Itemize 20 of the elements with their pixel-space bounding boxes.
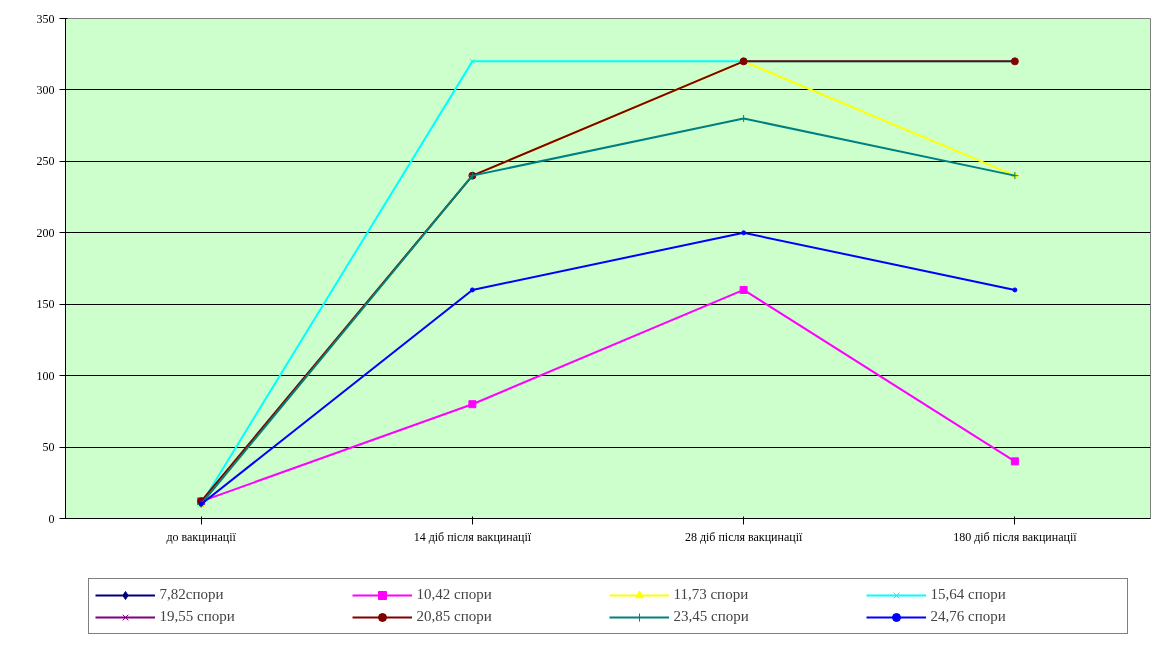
y-tick-label: 350 (36, 11, 55, 26)
legend-label: 11,73 спори (673, 586, 750, 603)
legend-label: 23,45 спори (673, 608, 750, 625)
y-tick-label: 250 (36, 154, 55, 169)
legend-label: 10,42 спори (416, 586, 493, 603)
legend-label: 19,55 спори (159, 608, 236, 625)
y-tick-label: 150 (36, 297, 55, 312)
y-tick-label: 0 (48, 511, 55, 526)
legend-label: 20,85 спори (416, 608, 493, 625)
x-tick-label: 180 діб після вакцинації (953, 529, 1078, 544)
y-tick-label: 200 (36, 225, 55, 240)
y-tick-label: 50 (42, 440, 55, 455)
x-tick-label: до вакцинації (166, 529, 237, 544)
x-tick-label: 28 діб після вакцинації (684, 529, 804, 544)
y-tick-label: 300 (36, 82, 55, 97)
y-tick-label: 100 (36, 368, 55, 383)
x-tick-label: 14 діб після вакцинації (413, 529, 532, 544)
legend-label: 7,82спори (159, 586, 225, 603)
legend-label: 15,64 спори (930, 586, 1007, 603)
legend-label: 24,76 спори (930, 608, 1007, 625)
